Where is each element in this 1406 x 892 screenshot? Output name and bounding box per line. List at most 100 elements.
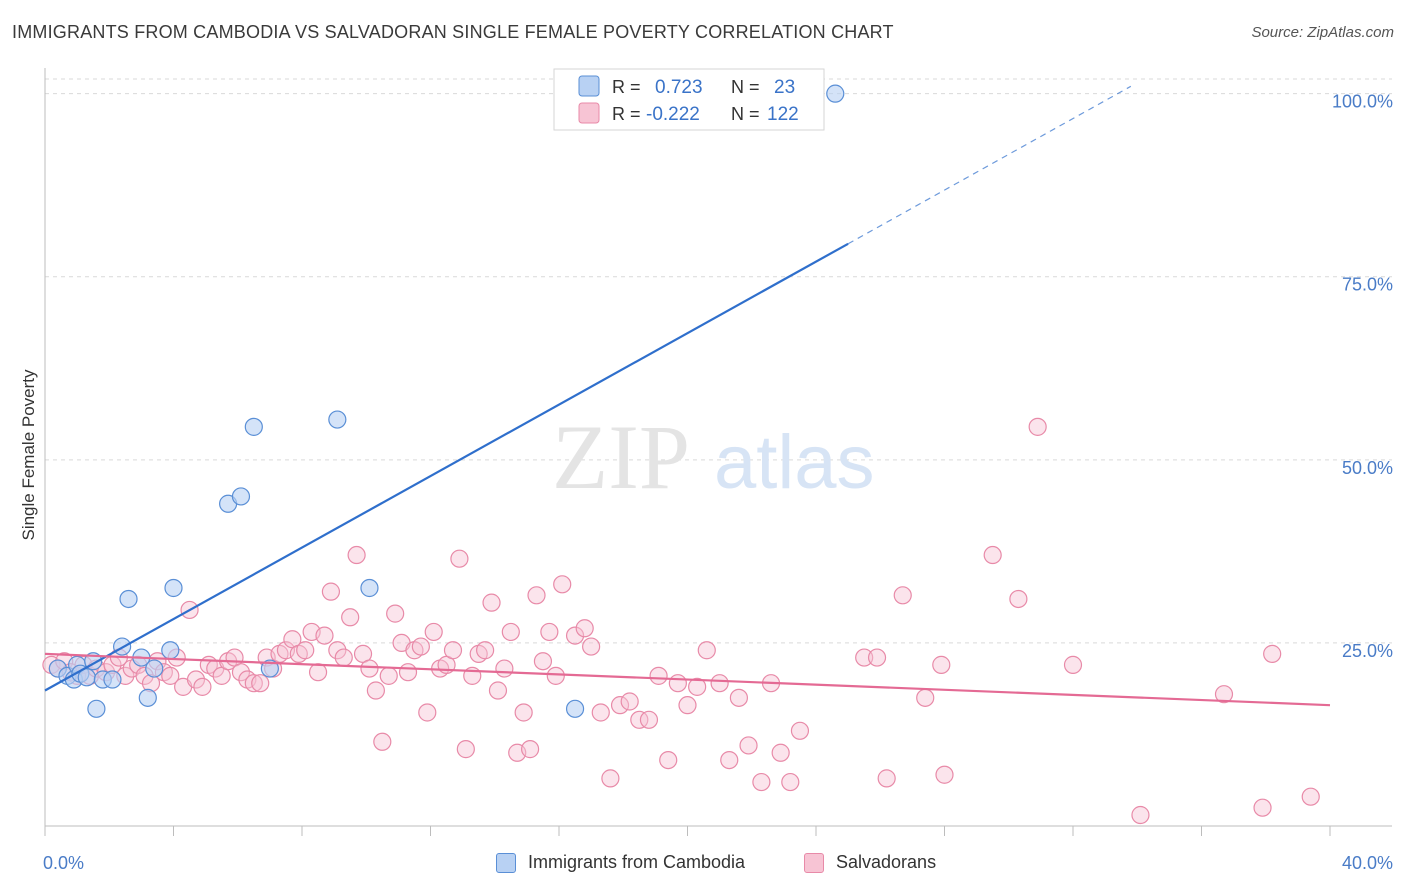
- salvadorans-point: [659, 750, 678, 770]
- x-tick-labels: 0.0% 40.0%: [43, 853, 1393, 873]
- cambodia-point: [231, 487, 251, 506]
- salvadorans-point: [697, 641, 716, 660]
- salvadorans-point: [639, 710, 659, 729]
- salvadorans-point: [630, 710, 649, 729]
- salvadorans-point: [553, 575, 572, 594]
- bottom-legend: Immigrants from Cambodia Salvadorans: [0, 852, 1406, 878]
- y-tick-label: 75.0%: [1342, 275, 1393, 295]
- salvadorans-point: [373, 732, 392, 751]
- salvadorans-point: [678, 696, 697, 715]
- salvadorans-point: [1253, 798, 1272, 817]
- salvadorans-point: [781, 772, 800, 792]
- y-tick-label: 50.0%: [1342, 458, 1393, 478]
- salvadorans-point: [729, 688, 749, 707]
- salvadorans-point: [520, 740, 540, 759]
- grid-lines: [45, 78, 1392, 644]
- salvadorans-point: [244, 674, 263, 693]
- salvadorans-point: [533, 652, 553, 671]
- legend-item-salvadorans[interactable]: Salvadorans: [804, 852, 936, 873]
- x-tick-label-max: 40.0%: [1342, 853, 1393, 873]
- salvadorans-point: [456, 740, 475, 759]
- salvadorans-point: [720, 750, 739, 770]
- salvadorans-point: [186, 670, 206, 689]
- salvadorans-point: [668, 674, 687, 693]
- salvadorans-point: [771, 743, 790, 762]
- y-tick-label: 100.0%: [1332, 92, 1393, 112]
- salvadorans-point: [193, 677, 212, 696]
- salvadorans-point: [488, 681, 508, 700]
- salvadorans-point: [308, 663, 328, 682]
- salvadorans-point: [540, 622, 559, 642]
- salvadorans-point: [610, 696, 630, 715]
- legend-n-label-2: N =: [731, 104, 760, 124]
- salvadorans-point: [424, 622, 443, 642]
- legend-marker-salvadorans: [804, 852, 824, 873]
- salvadorans-point: [315, 626, 334, 645]
- salvadorans-point: [231, 663, 251, 682]
- salvadorans-point: [161, 666, 180, 685]
- salvadorans-point: [334, 648, 353, 667]
- y-tick-label: 25.0%: [1342, 641, 1393, 661]
- watermark-zip: ZIP: [552, 406, 690, 508]
- legend-label-salvadorans: Salvadorans: [836, 852, 937, 872]
- salvadorans-point: [893, 586, 912, 605]
- salvadorans-point: [251, 674, 270, 693]
- salvadorans-point: [546, 666, 565, 685]
- cambodia-point: [244, 417, 263, 436]
- salvadorans-point: [790, 721, 810, 740]
- salvadorans-point: [495, 659, 514, 678]
- salvadorans-point: [565, 626, 585, 645]
- salvadorans-point: [527, 586, 546, 605]
- legend-marker-cambodia: [496, 852, 516, 873]
- legend-n-value-2: 122: [767, 104, 799, 125]
- salvadorans-point: [328, 641, 347, 660]
- legend-label-cambodia: Immigrants from Cambodia: [528, 852, 746, 872]
- legend-r-value-1: 0.723: [655, 77, 703, 98]
- salvadorans-point: [1131, 805, 1150, 825]
- legend-n-label-1: N =: [731, 77, 760, 97]
- salvadorans-point: [366, 681, 385, 700]
- cambodia-point: [145, 659, 164, 678]
- salvadorans-point: [710, 674, 729, 693]
- cambodia-point: [138, 688, 157, 707]
- source-label: Source: ZipAtlas.com: [1251, 24, 1394, 41]
- cambodia-point: [565, 699, 585, 718]
- salvadorans-point: [582, 637, 601, 656]
- salvadorans-point: [575, 619, 594, 638]
- x-tick-label-min: 0.0%: [43, 853, 84, 873]
- salvadorans-point: [341, 608, 360, 627]
- legend-box: R = 0.723 N = 23 R = -0.222 N = 122: [553, 68, 825, 131]
- salvadorans-point: [867, 648, 887, 667]
- salvadorans-point: [620, 692, 639, 711]
- legend-n-value-1: 23: [774, 77, 795, 98]
- y-tick-labels: 25.0% 50.0% 75.0% 100.0%: [1332, 92, 1393, 661]
- salvadorans-point: [935, 765, 954, 784]
- legend-item-cambodia[interactable]: Immigrants from Cambodia: [496, 852, 745, 873]
- salvadorans-point: [688, 677, 707, 696]
- cambodia-point: [161, 641, 180, 660]
- salvadorans-point: [476, 641, 495, 660]
- legend-swatch-salvadorans: [578, 102, 600, 124]
- cambodia-point: [119, 589, 138, 609]
- salvadorans-trend-line: [44, 652, 1331, 707]
- salvadorans-point: [443, 641, 463, 660]
- salvadorans-point: [601, 769, 620, 788]
- salvadorans-point: [501, 622, 520, 642]
- cambodia-trend-line: [44, 242, 849, 692]
- salvadorans-point: [386, 604, 405, 623]
- chart-title: IMMIGRANTS FROM CAMBODIA VS SALVADORAN S…: [12, 22, 894, 42]
- salvadorans-point: [379, 666, 398, 685]
- legend-r-label-2: R =: [612, 104, 641, 124]
- cambodia-trend-extension: [847, 85, 1132, 245]
- salvadorans-point: [855, 648, 874, 667]
- cambodia-point: [103, 670, 122, 689]
- salvadorans-point: [752, 772, 771, 792]
- legend-r-label-1: R =: [612, 77, 641, 97]
- cambodia-point: [360, 578, 379, 598]
- salvadorans-point: [1063, 655, 1083, 674]
- salvadorans-point: [514, 703, 533, 722]
- legend-swatch-cambodia: [578, 75, 600, 97]
- salvadorans-point: [591, 703, 610, 722]
- salvadorans-point: [983, 545, 1002, 565]
- salvadorans-point: [739, 736, 758, 755]
